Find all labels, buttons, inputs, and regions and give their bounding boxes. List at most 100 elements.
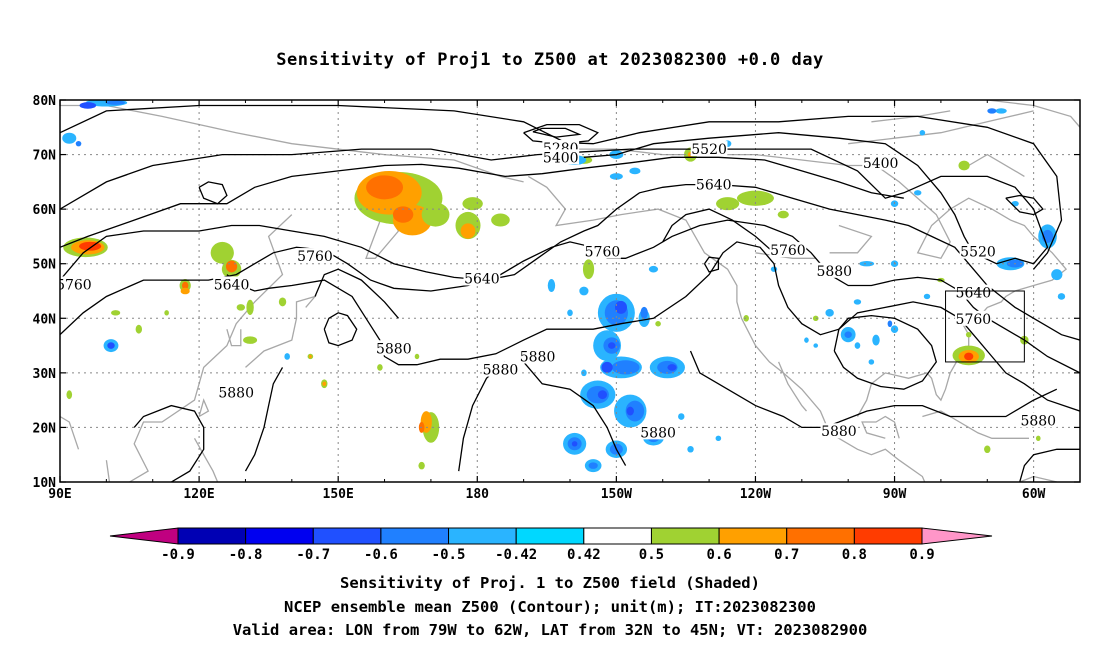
coastline xyxy=(922,410,1029,439)
contour-label: 5400 xyxy=(863,156,899,172)
sensitivity-patch xyxy=(135,324,143,334)
contour-label-bg xyxy=(60,276,93,292)
coastline xyxy=(968,153,1025,177)
sensitivity-patch xyxy=(770,266,778,272)
z500-contour xyxy=(523,361,627,466)
lat-label: 80N xyxy=(33,94,57,109)
valid-area-box xyxy=(945,290,1025,363)
sensitivity-patch xyxy=(715,435,722,442)
sensitivity-patch xyxy=(308,354,312,359)
colorbar-swatch xyxy=(583,527,652,545)
sensitivity-patch xyxy=(1035,435,1041,442)
coastline xyxy=(245,295,317,368)
sensitivity-patch xyxy=(586,385,609,404)
colorbar-swatch xyxy=(853,527,923,545)
colorbar-label: -0.42 xyxy=(495,547,537,563)
sensitivity-patch xyxy=(984,445,991,454)
sensitivity-patch xyxy=(995,108,1007,114)
sensitivity-patch xyxy=(180,287,190,295)
coastline xyxy=(546,148,1068,417)
sensitivity-patch xyxy=(629,167,641,175)
lon-label: 120E xyxy=(183,487,214,502)
coastline xyxy=(106,104,524,183)
colorbar-swatch xyxy=(650,527,720,545)
contour-label-bg xyxy=(690,141,728,157)
sensitivity-patch xyxy=(777,210,789,219)
sensitivity-patch xyxy=(987,108,997,114)
sensitivity-patch xyxy=(377,364,383,371)
z500-contour xyxy=(244,367,284,472)
sensitivity-patch xyxy=(462,197,483,211)
contour-label: 5760 xyxy=(585,245,621,261)
lat-label: 10N xyxy=(33,476,57,491)
sensitivity-patch xyxy=(588,462,598,469)
z500-contour xyxy=(833,314,938,390)
sensitivity-patch xyxy=(597,390,608,400)
sensitivity-patch xyxy=(601,361,613,373)
sensitivity-patch xyxy=(844,331,852,338)
sensitivity-patch xyxy=(667,364,677,371)
lon-label: 90W xyxy=(883,487,907,502)
lon-label: 150E xyxy=(323,487,354,502)
sensitivity-patch xyxy=(608,342,616,349)
lat-label: 70N xyxy=(33,149,57,164)
sensitivity-patch xyxy=(648,265,659,273)
contour-label: 5880 xyxy=(1020,413,1056,429)
z500-contour xyxy=(133,404,205,482)
contour-label: 5400 xyxy=(543,150,579,166)
colorbar-swatch xyxy=(245,527,314,545)
colorbar-right-arrow xyxy=(921,527,993,545)
colorbar-label: 0.8 xyxy=(842,547,867,563)
colorbar-label: -0.9 xyxy=(161,547,195,563)
sensitivity-shading xyxy=(62,100,1066,473)
colorbar-label: 0.5 xyxy=(639,547,664,563)
z500-contour xyxy=(226,241,1080,412)
sensitivity-patch xyxy=(579,286,589,296)
sensitivity-patch xyxy=(919,130,926,136)
sensitivity-patch xyxy=(640,306,648,319)
sensitivity-patch xyxy=(678,413,685,420)
sensitivity-patch xyxy=(716,197,740,211)
lon-label: 120W xyxy=(740,487,771,502)
sensitivity-patch xyxy=(236,304,246,311)
coastline xyxy=(527,175,926,482)
sensitivity-patch xyxy=(615,300,627,314)
sensitivity-patch xyxy=(923,293,931,300)
sensitivity-patch xyxy=(609,173,623,180)
z500-contour xyxy=(838,388,1058,423)
colorbar-left-arrow xyxy=(109,527,179,545)
coastline xyxy=(60,415,80,450)
colorbar: -0.9 -0.8 -0.7 -0.6 -0.5 -0.42 0.42 0.5 0.6 0.7 0.… xyxy=(109,527,993,563)
colorbar-label: 0.6 xyxy=(706,547,731,563)
caption-line-3: Valid area: LON from 79W to 62W, LAT fro… xyxy=(232,621,868,639)
colorbar-label: 0.9 xyxy=(909,547,934,563)
sensitivity-patch xyxy=(106,100,125,105)
lat-label: 50N xyxy=(33,258,57,273)
coastline xyxy=(861,415,900,439)
sensitivity-patch xyxy=(111,310,121,316)
sensitivity-patch xyxy=(460,223,476,239)
contour-label: 5640 xyxy=(464,271,500,287)
sensitivity-patch xyxy=(625,400,645,422)
sensitivity-patch xyxy=(582,259,595,279)
sensitivity-patch xyxy=(1057,293,1066,300)
contour-label: 5880 xyxy=(483,363,519,379)
z500-contour xyxy=(323,312,358,347)
sensitivity-patch xyxy=(66,390,73,400)
sensitivity-patch xyxy=(210,241,234,264)
contour-label-bg xyxy=(820,423,858,439)
contour-label-bg xyxy=(519,348,556,364)
contour-label-bg xyxy=(959,243,997,259)
contour-label-bg xyxy=(695,176,733,192)
sensitivity-patch xyxy=(164,310,169,316)
sensitivity-patch xyxy=(914,190,922,196)
colorbar-swatch xyxy=(380,527,450,545)
sensitivity-patch xyxy=(958,160,970,171)
caption-line-2: NCEP ensemble mean Z500 (Contour); unit(… xyxy=(284,598,816,616)
sensitivity-patch xyxy=(107,342,115,349)
contour-label-bg xyxy=(217,384,255,400)
sensitivity-patch xyxy=(1051,269,1063,281)
sensitivity-patch xyxy=(571,441,578,447)
contour-label-bg xyxy=(769,242,807,258)
